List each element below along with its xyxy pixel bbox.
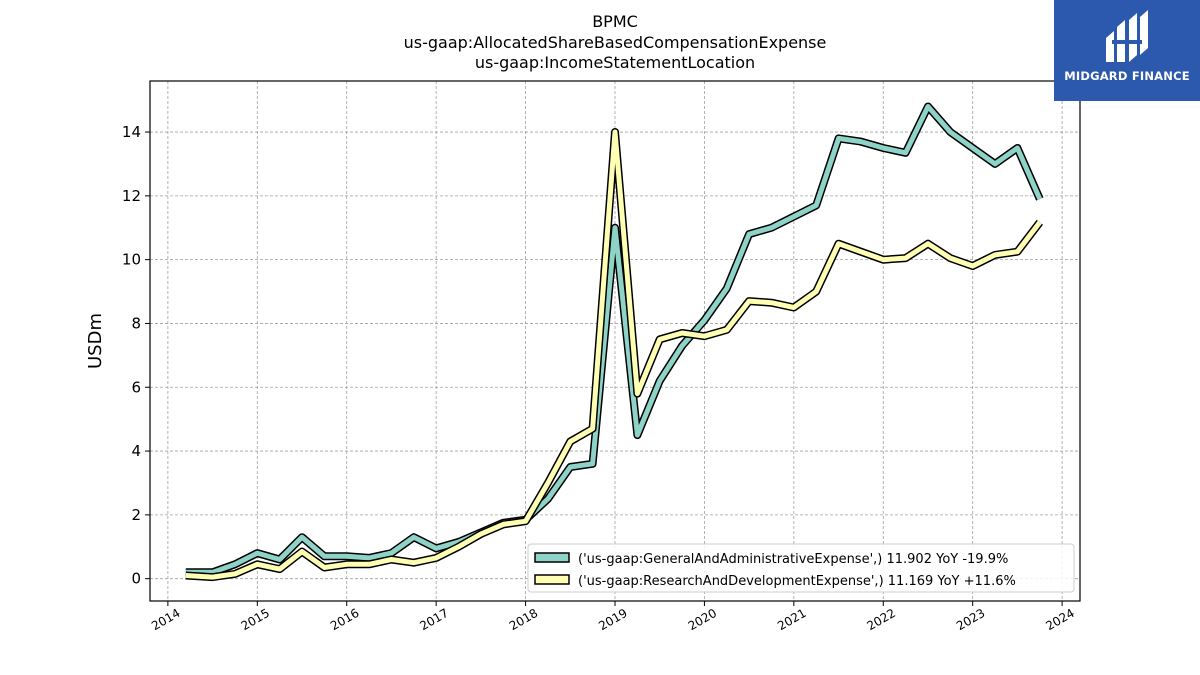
- x-tick-label: 2016: [328, 606, 361, 633]
- legend: ('us-gaap:GeneralAndAdministrativeExpens…: [527, 543, 1075, 593]
- y-tick-label: 4: [131, 442, 141, 460]
- y-tick-label: 6: [131, 378, 141, 396]
- x-tick-label: 2024: [1043, 606, 1076, 633]
- title-line: BPMC: [592, 12, 638, 31]
- chart-title: BPMC us-gaap:AllocatedShareBasedCompensa…: [404, 12, 827, 72]
- series-line: [185, 129, 1042, 580]
- logo-text: MIDGARD FINANCE: [1064, 69, 1190, 83]
- y-tick-label: 14: [122, 123, 141, 141]
- brand-logo: MIDGARD FINANCE: [1054, 0, 1200, 101]
- x-tick-label: 2019: [596, 606, 629, 633]
- legend-frame: [527, 543, 1075, 593]
- x-tick-label: 2022: [865, 606, 898, 633]
- title-line: us-gaap:IncomeStatementLocation: [475, 53, 755, 72]
- x-tick-label: 2017: [417, 606, 450, 633]
- x-tick-label: 2021: [775, 606, 808, 633]
- y-tick-label: 10: [122, 251, 141, 269]
- title-line: us-gaap:AllocatedShareBasedCompensationE…: [404, 33, 827, 52]
- x-tick-label: 2020: [686, 606, 719, 633]
- y-tick-label: 12: [122, 187, 141, 205]
- y-tick-label: 0: [131, 570, 141, 588]
- series-lines: [185, 102, 1044, 582]
- y-axis-label: USDm: [85, 313, 106, 369]
- logo-mark-icon: [1106, 10, 1148, 62]
- x-tick-label: 2023: [954, 606, 987, 633]
- series-line-outline: [185, 128, 1043, 582]
- x-tick-label: 2018: [507, 606, 540, 633]
- x-tick-label: 2015: [239, 606, 272, 633]
- legend-entry: ('us-gaap:GeneralAndAdministrativeExpens…: [578, 552, 1008, 567]
- y-tick-label: 8: [131, 314, 141, 332]
- legend-swatch: [534, 574, 570, 585]
- x-tick-label: 2014: [149, 606, 182, 633]
- legend-swatch: [534, 552, 570, 563]
- series-line: [185, 104, 1043, 575]
- y-tick-label: 2: [131, 506, 141, 524]
- legend-entry: ('us-gaap:ResearchAndDevelopmentExpense'…: [578, 574, 1016, 589]
